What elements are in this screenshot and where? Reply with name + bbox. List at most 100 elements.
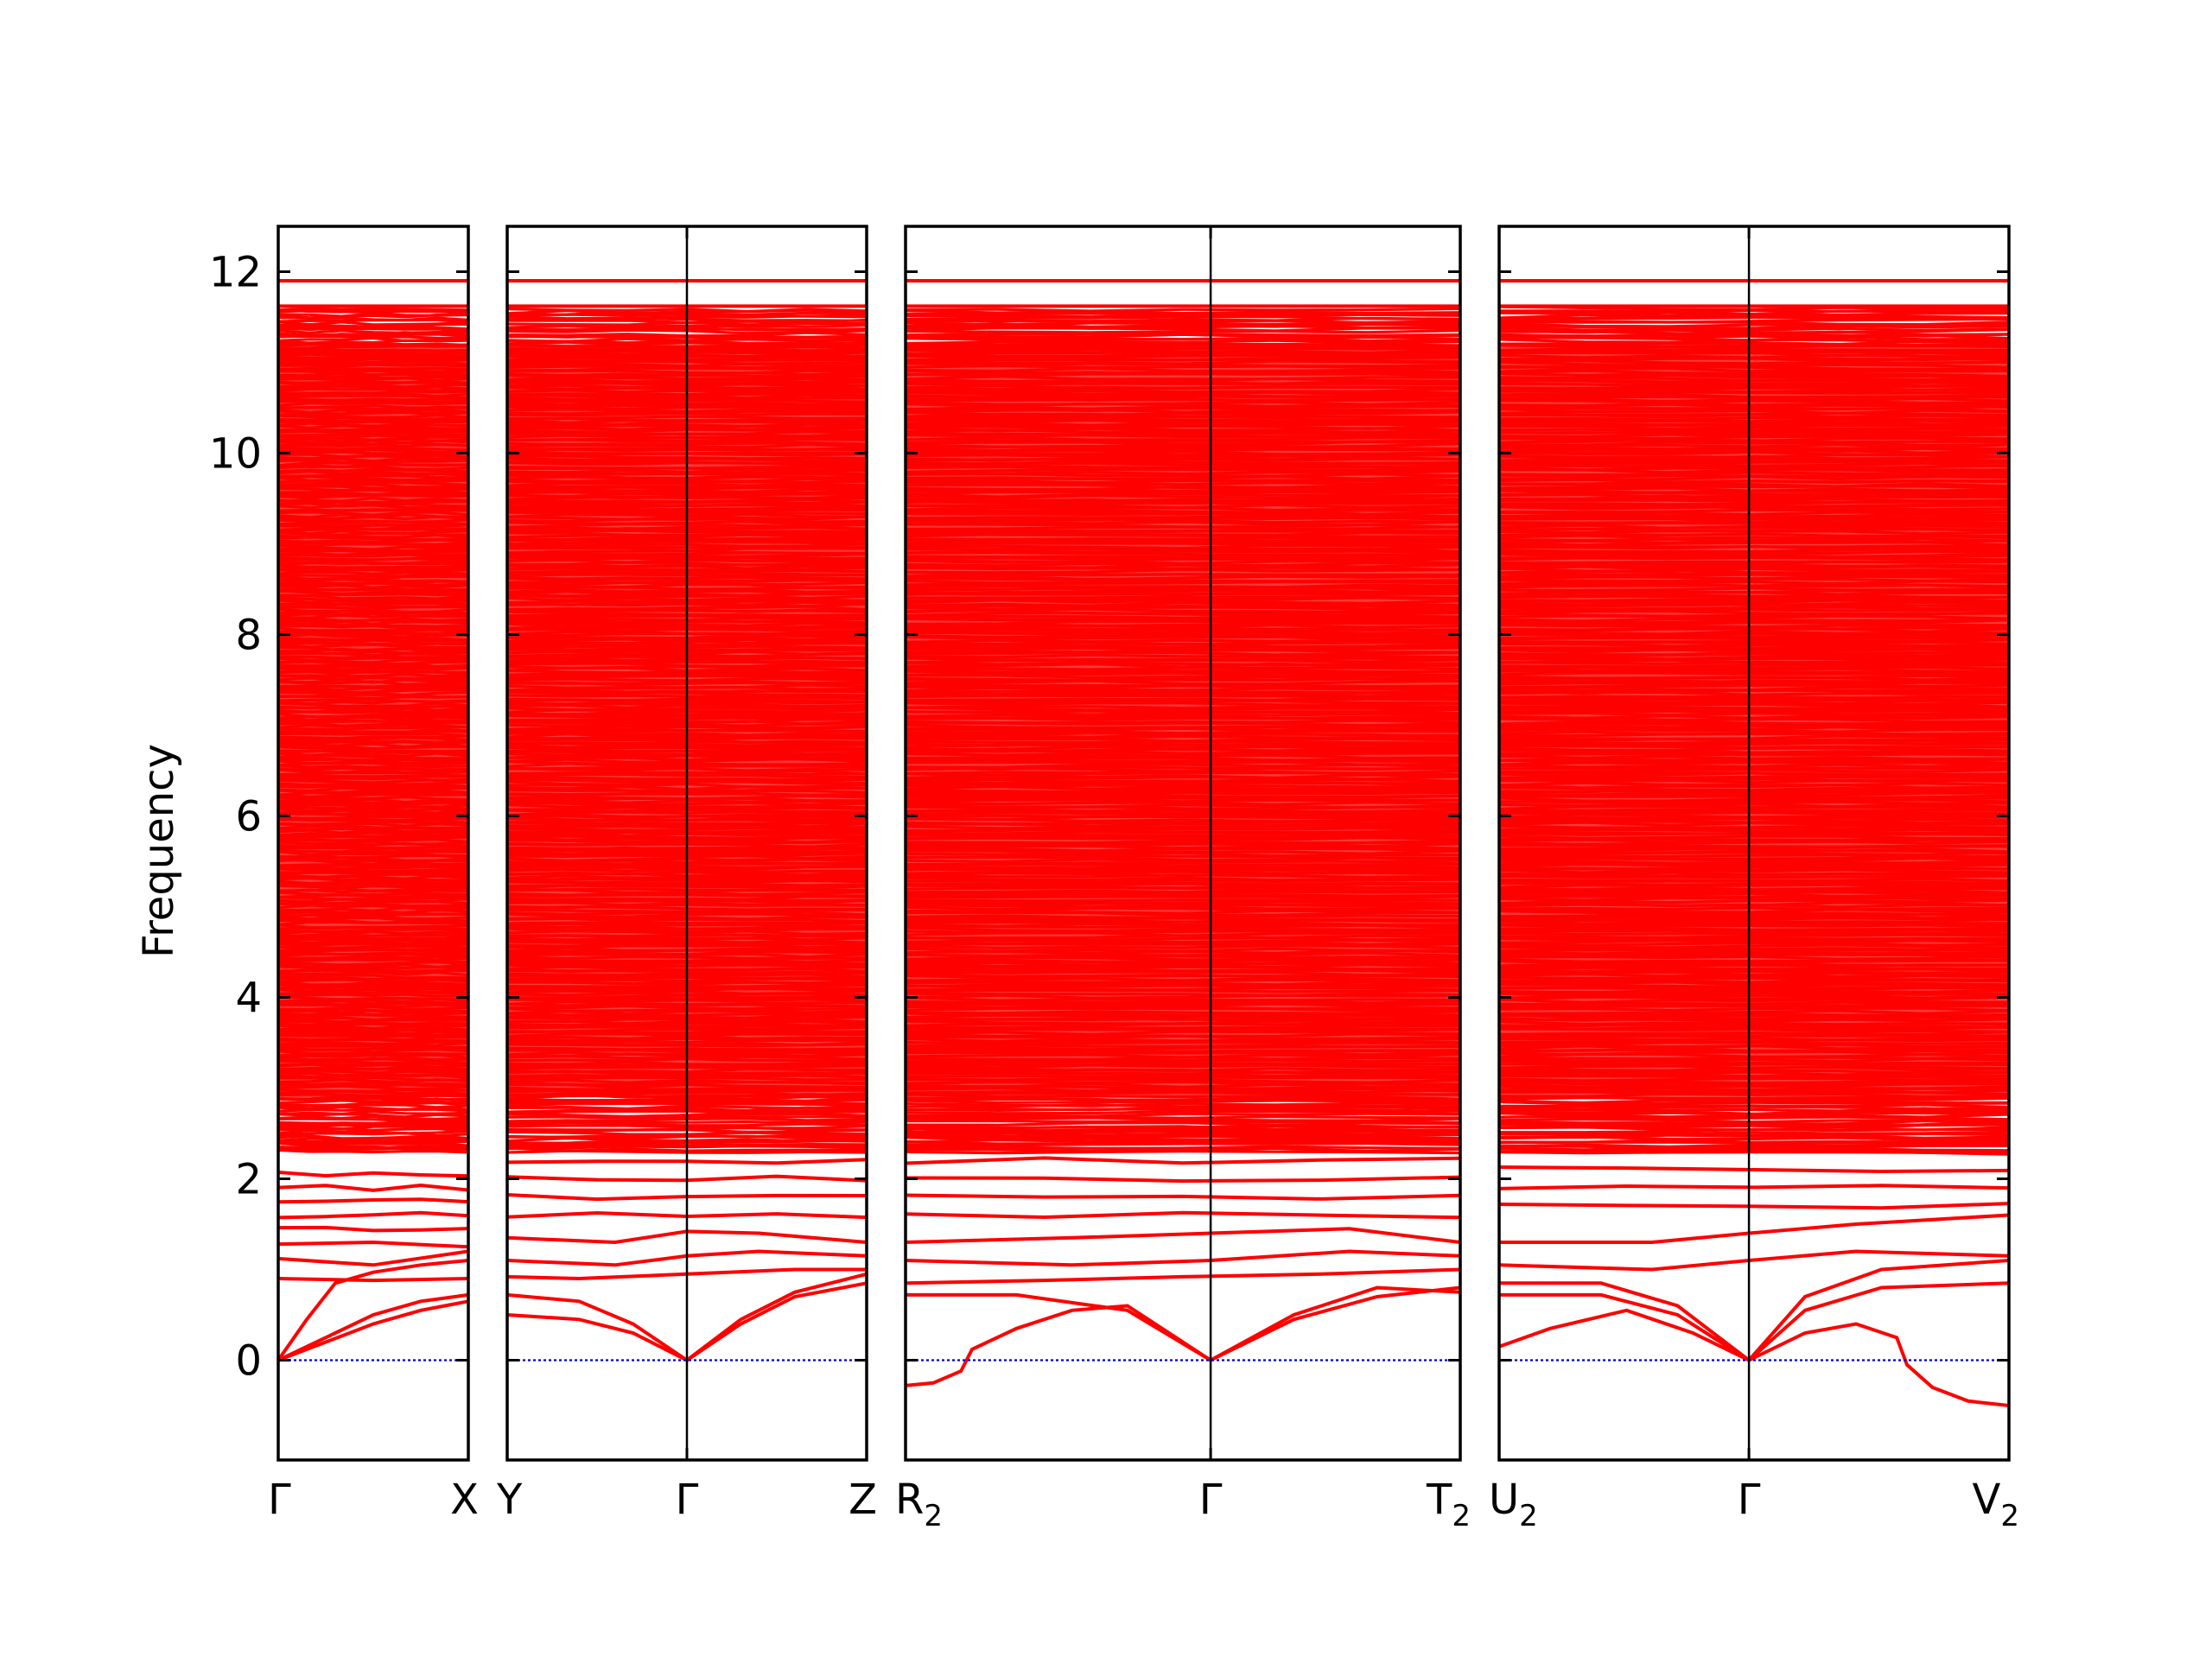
- flat-band-1: [278, 1210, 468, 1220]
- band-line-0: [1499, 1308, 2009, 1407]
- flat-band-0: [278, 1225, 468, 1233]
- dense-band-5: [278, 1139, 468, 1144]
- high-symmetry-label-text: X: [450, 1476, 479, 1524]
- high-symmetry-label-2-0: Y: [496, 1476, 523, 1524]
- high-symmetry-label-subscript: 2: [1452, 1499, 1471, 1533]
- dense-band-404: [278, 308, 468, 314]
- panel-bands-3: [906, 279, 1460, 1387]
- dense-band-403: [1499, 317, 2009, 324]
- dense-band-399: [1499, 327, 2009, 332]
- high-symmetry-label-subscript: 2: [1519, 1499, 1538, 1533]
- flat-band-2: [1499, 1165, 2009, 1174]
- y-tick-label-3: 6: [235, 793, 262, 841]
- dense-band-13: [906, 1125, 1460, 1129]
- dense-band-9: [278, 1128, 468, 1135]
- high-symmetry-label-1-1: X: [450, 1476, 479, 1524]
- high-symmetry-label-text: Y: [496, 1476, 523, 1524]
- dense-band-3: [1499, 1143, 2009, 1149]
- dense-band-399: [906, 324, 1460, 330]
- panel-3: R2 Γ T2: [895, 225, 1471, 1533]
- dense-band-fill: [1499, 344, 2009, 1097]
- flat-band-6: [278, 1121, 468, 1128]
- dense-band-393: [278, 331, 468, 337]
- y-axis-label: Frequency: [135, 744, 183, 958]
- flat-band-5: [278, 1145, 468, 1152]
- band-line-0: [278, 1299, 468, 1362]
- flat-band-1: [1499, 1184, 2009, 1190]
- high-symmetry-label-3-1: Γ: [1199, 1476, 1223, 1524]
- high-symmetry-label-text: Γ: [676, 1476, 699, 1524]
- band-line-1: [278, 1292, 468, 1362]
- flat-band-4: [906, 1133, 1460, 1143]
- high-symmetry-label-text: T: [1426, 1476, 1452, 1524]
- dense-band-23: [906, 1101, 1460, 1108]
- dense-band-15: [1499, 1118, 2009, 1124]
- dense-band-394: [1499, 335, 2009, 342]
- panel-4: U2 Γ V2: [1489, 225, 2019, 1533]
- high-symmetry-label-text: Γ: [1738, 1476, 1761, 1524]
- dense-band-5: [1499, 1138, 2009, 1144]
- high-symmetry-label-text: Γ: [1199, 1476, 1223, 1524]
- high-symmetry-label-subscript: 2: [2000, 1499, 2019, 1533]
- dense-band-396: [906, 332, 1460, 337]
- dense-band-18: [906, 1112, 1460, 1118]
- y-tick-label-0: 0: [235, 1337, 262, 1386]
- y-tick-label-1: 2: [235, 1156, 262, 1204]
- high-symmetry-label-1-0: Γ: [268, 1476, 291, 1524]
- high-symmetry-label-subscript: 2: [924, 1499, 943, 1533]
- dense-band-407: [1499, 309, 2009, 316]
- band-line-5: [278, 1240, 468, 1249]
- high-symmetry-label-3-2: T2: [1426, 1476, 1471, 1533]
- high-symmetry-label-4-1: Γ: [1738, 1476, 1761, 1524]
- dense-band-20: [906, 1108, 1460, 1113]
- dense-band-22: [906, 1103, 1460, 1109]
- dense-band-405: [278, 307, 468, 312]
- flat-band-3: [906, 1156, 1460, 1165]
- dense-band-18: [278, 1110, 468, 1116]
- dense-band-22: [1499, 1103, 2009, 1109]
- dense-band-1: [906, 1146, 1460, 1153]
- flat-band-2: [906, 1175, 1460, 1184]
- band-line-3: [278, 1277, 468, 1283]
- dense-band-394: [278, 329, 468, 334]
- high-symmetry-label-text: Γ: [268, 1476, 291, 1524]
- dense-band-8: [278, 1132, 468, 1138]
- high-symmetry-label-text: Z: [849, 1476, 877, 1524]
- band-line-2: [906, 1267, 1460, 1285]
- dense-band-397: [906, 329, 1460, 334]
- high-symmetry-label-2-1: Γ: [676, 1476, 699, 1524]
- dense-band-396: [278, 325, 468, 331]
- flat-band-0: [1499, 1202, 2009, 1210]
- y-tick-label-2: 4: [235, 974, 262, 1023]
- panel-frame: [1497, 225, 2011, 1462]
- dense-band-15: [278, 1117, 468, 1123]
- flat-band-2: [278, 1197, 468, 1204]
- dense-band-fill: [278, 344, 468, 1097]
- high-symmetry-label-4-2: V2: [1973, 1476, 2019, 1533]
- high-symmetry-label-text: V: [1973, 1476, 2001, 1524]
- flat-band-4: [1499, 1120, 2009, 1128]
- panel-frame: [904, 225, 1462, 1462]
- dense-band-19: [1499, 1109, 2009, 1116]
- flat-band-3: [1499, 1147, 2009, 1156]
- dense-band-14: [906, 1120, 1460, 1127]
- panel-frame: [276, 225, 470, 1462]
- flat-band-4: [278, 1171, 468, 1178]
- band-line-2: [278, 1259, 468, 1362]
- dense-band-9: [906, 1129, 1460, 1136]
- high-symmetry-label-2-2: Z: [849, 1476, 877, 1524]
- dense-band-407: [906, 308, 1460, 315]
- dense-band-25: [278, 1095, 468, 1101]
- high-symmetry-label-text: U: [1489, 1476, 1519, 1524]
- panel-bands-4: [1499, 279, 2009, 1407]
- dense-band-392: [906, 339, 1460, 346]
- flat-band-3: [278, 1183, 468, 1192]
- y-tick-label-6: 12: [209, 249, 262, 297]
- y-tick-label-5: 10: [209, 430, 262, 479]
- band-line-4: [278, 1249, 468, 1267]
- dense-band-398: [278, 321, 468, 327]
